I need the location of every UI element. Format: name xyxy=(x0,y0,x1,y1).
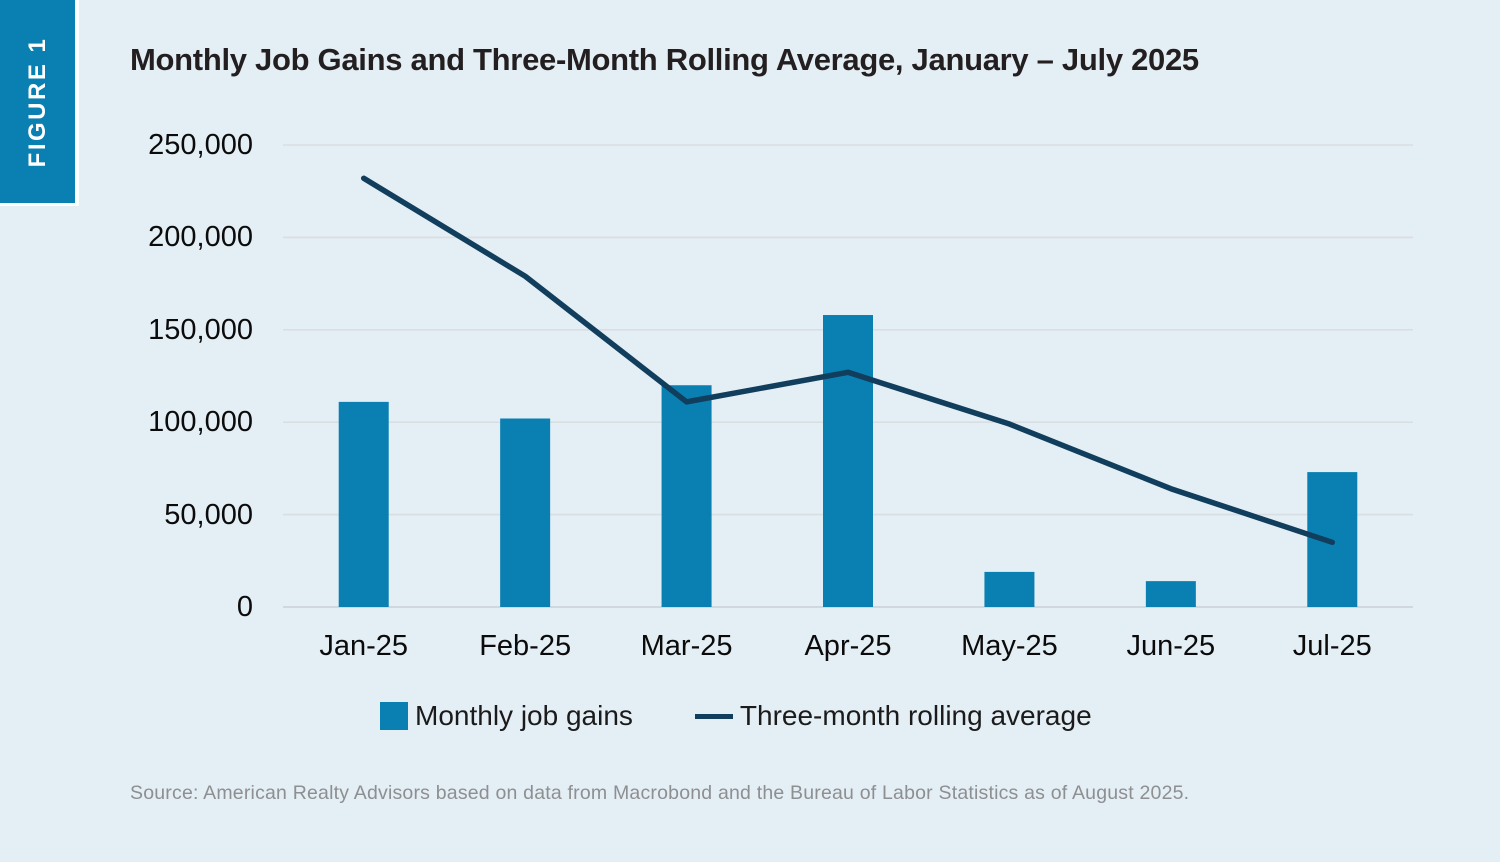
x-axis-label-Feb-25: Feb-25 xyxy=(479,630,572,662)
bar-series-swatch-icon xyxy=(380,702,408,730)
legend-label-monthly-gains: Monthly job gains xyxy=(415,700,633,731)
line-series-swatch-icon xyxy=(694,713,733,719)
source-note: Source: American Realty Advisors based o… xyxy=(130,782,1190,804)
x-axis-label-Apr-25: Apr-25 xyxy=(804,630,892,662)
bar-Jun-25 xyxy=(1145,581,1196,607)
figure-number-tab: FIGURE 1 xyxy=(0,0,79,206)
y-axis-label-250000: 250,000 xyxy=(148,129,253,161)
rolling-average-line xyxy=(360,175,1336,546)
y-axis-label-50000: 50,000 xyxy=(164,498,253,531)
bar-Feb-25 xyxy=(500,418,551,607)
bar-Jan-25 xyxy=(338,401,389,607)
x-axis-label-Jun-25: Jun-25 xyxy=(1126,630,1216,662)
legend-item-monthly-gains: Monthly job gains xyxy=(380,700,633,732)
x-axis-label-Jan-25: Jan-25 xyxy=(319,630,409,662)
x-axis-label-Mar-25: Mar-25 xyxy=(640,630,733,662)
legend-item-rolling-average: Three-month rolling average xyxy=(694,700,1092,732)
y-axis-label-0: 0 xyxy=(236,591,253,623)
chart-title: Monthly Job Gains and Three-Month Rollin… xyxy=(130,42,1199,77)
bar-Apr-25 xyxy=(823,315,873,607)
y-axis-label-100000: 100,000 xyxy=(148,406,253,439)
legend-label-rolling-average: Three-month rolling average xyxy=(739,700,1092,731)
x-axis-label-Jul-25: Jul-25 xyxy=(1292,630,1372,662)
bar-May-25 xyxy=(984,571,1035,607)
x-axis-label-May-25: May-25 xyxy=(961,630,1058,662)
chart-legend: Monthly job gains Three-month rolling av… xyxy=(380,700,1092,732)
y-axis-label-200000: 200,000 xyxy=(148,221,253,254)
y-axis-label-150000: 150,000 xyxy=(148,313,253,346)
bar-Mar-25 xyxy=(661,385,712,607)
